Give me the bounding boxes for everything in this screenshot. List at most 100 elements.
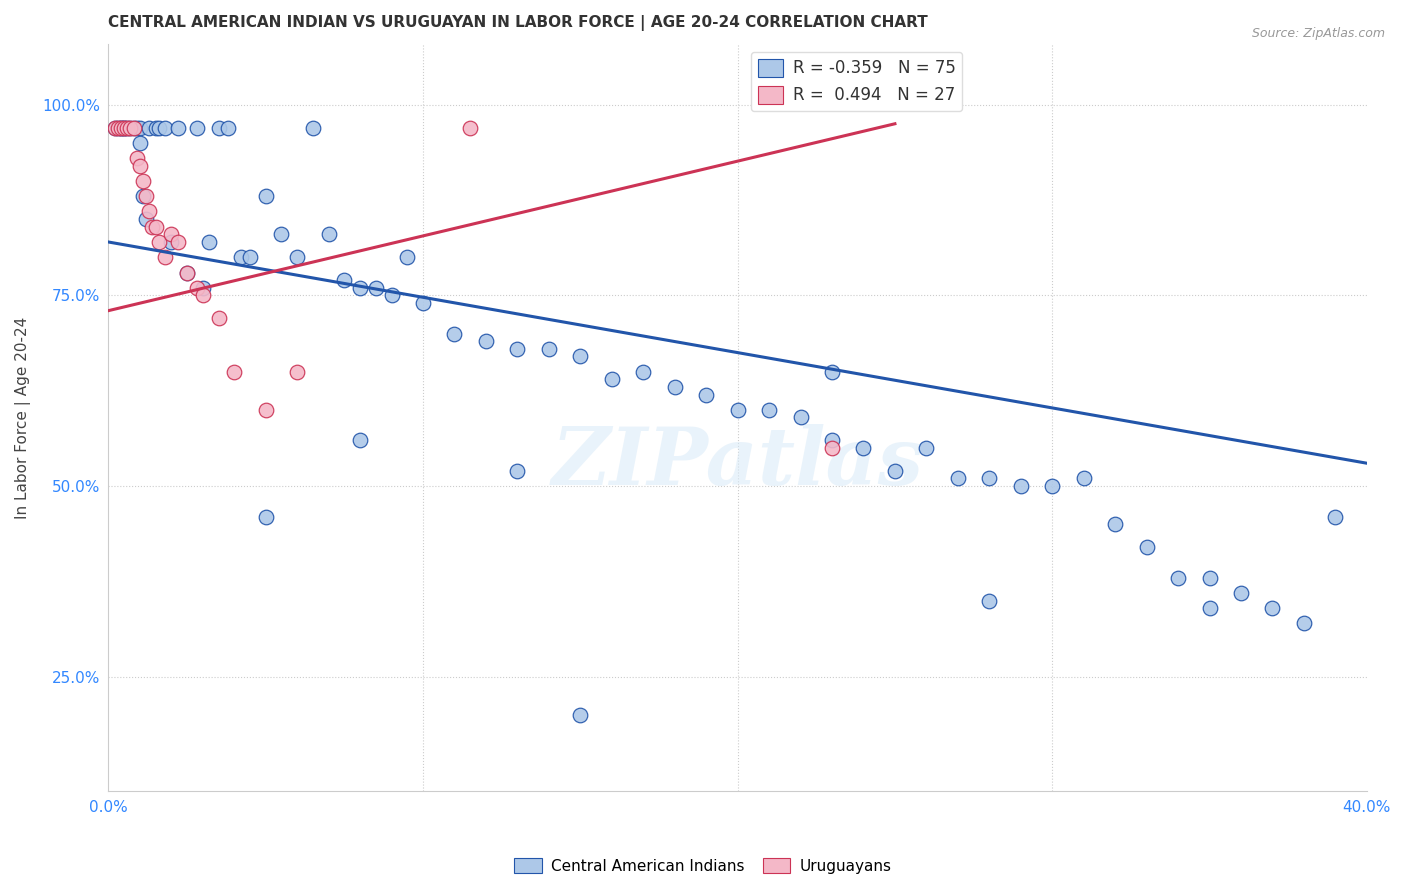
Point	[1198, 571, 1220, 585]
Point	[475, 334, 498, 348]
Point	[758, 402, 780, 417]
Point	[1292, 616, 1315, 631]
Point	[217, 120, 239, 135]
Point	[821, 365, 844, 379]
Point	[129, 120, 152, 135]
Point	[207, 311, 229, 326]
Point	[695, 387, 717, 401]
Point	[104, 120, 127, 135]
Point	[979, 471, 1001, 485]
Point	[117, 120, 139, 135]
Point	[129, 159, 152, 173]
Point	[1261, 601, 1284, 615]
Point	[727, 402, 749, 417]
Point	[1230, 586, 1253, 600]
Point	[1167, 571, 1189, 585]
Point	[112, 120, 135, 135]
Point	[117, 120, 139, 135]
Point	[1136, 540, 1159, 554]
Point	[186, 120, 208, 135]
Point	[176, 266, 198, 280]
Point	[349, 434, 371, 448]
Point	[110, 120, 132, 135]
Point	[148, 120, 170, 135]
Point	[104, 120, 127, 135]
Point	[145, 120, 167, 135]
Point	[110, 120, 132, 135]
Point	[1324, 509, 1347, 524]
Point	[821, 441, 844, 455]
Point	[153, 250, 176, 264]
Text: CENTRAL AMERICAN INDIAN VS URUGUAYAN IN LABOR FORCE | AGE 20-24 CORRELATION CHAR: CENTRAL AMERICAN INDIAN VS URUGUAYAN IN …	[108, 15, 928, 31]
Point	[191, 288, 214, 302]
Point	[207, 120, 229, 135]
Point	[884, 464, 907, 478]
Point	[254, 402, 277, 417]
Point	[285, 250, 308, 264]
Point	[160, 227, 183, 242]
Point	[166, 235, 188, 249]
Point	[381, 288, 404, 302]
Point	[821, 434, 844, 448]
Point	[333, 273, 356, 287]
Point	[979, 593, 1001, 607]
Point	[107, 120, 129, 135]
Point	[364, 281, 387, 295]
Point	[122, 120, 145, 135]
Point	[1073, 471, 1095, 485]
Point	[120, 120, 142, 135]
Point	[122, 120, 145, 135]
Point	[191, 281, 214, 295]
Point	[254, 189, 277, 203]
Point	[1010, 479, 1032, 493]
Point	[285, 365, 308, 379]
Point	[125, 120, 148, 135]
Point	[506, 342, 529, 356]
Point	[1198, 601, 1220, 615]
Point	[160, 235, 183, 249]
Point	[166, 120, 188, 135]
Point	[443, 326, 465, 341]
Point	[458, 120, 481, 135]
Point	[120, 120, 142, 135]
Point	[135, 212, 157, 227]
Point	[569, 708, 592, 723]
Y-axis label: In Labor Force | Age 20-24: In Labor Force | Age 20-24	[15, 317, 31, 518]
Point	[664, 380, 686, 394]
Point	[915, 441, 938, 455]
Point	[302, 120, 325, 135]
Point	[107, 120, 129, 135]
Point	[254, 509, 277, 524]
Point	[129, 136, 152, 150]
Text: ZIPatlas: ZIPatlas	[551, 424, 924, 501]
Point	[537, 342, 560, 356]
Point	[633, 365, 655, 379]
Point	[176, 266, 198, 280]
Point	[198, 235, 221, 249]
Point	[569, 350, 592, 364]
Point	[396, 250, 419, 264]
Point	[229, 250, 252, 264]
Point	[141, 219, 163, 234]
Point	[412, 296, 434, 310]
Point	[145, 219, 167, 234]
Point	[1104, 517, 1126, 532]
Point	[224, 365, 246, 379]
Point	[153, 120, 176, 135]
Point	[1040, 479, 1063, 493]
Point	[946, 471, 969, 485]
Legend: Central American Indians, Uruguayans: Central American Indians, Uruguayans	[509, 852, 897, 880]
Point	[135, 189, 157, 203]
Point	[112, 120, 135, 135]
Point	[349, 281, 371, 295]
Point	[138, 120, 160, 135]
Point	[318, 227, 340, 242]
Point	[110, 120, 132, 135]
Point	[148, 235, 170, 249]
Point	[132, 174, 155, 188]
Point	[132, 189, 155, 203]
Point	[239, 250, 262, 264]
Point	[600, 372, 623, 386]
Point	[112, 120, 135, 135]
Point	[186, 281, 208, 295]
